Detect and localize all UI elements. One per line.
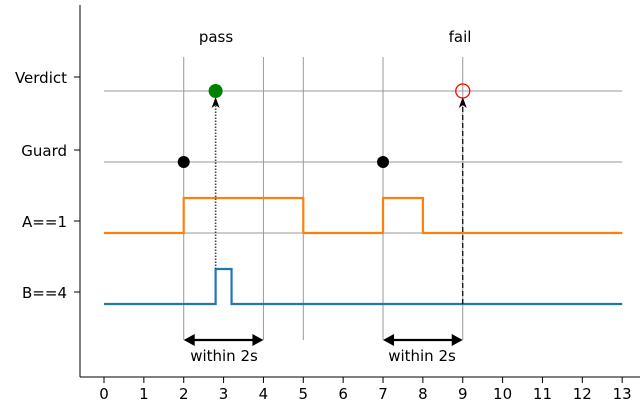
x-tick-label: 11 <box>533 385 552 403</box>
within-span-1-left-head <box>183 334 195 346</box>
pass-arrow-head <box>211 97 220 108</box>
fail-label: fail <box>449 28 472 46</box>
ticks-layer: 0 1 2 3 4 5 6 7 8 9 10 11 12 13 <box>99 377 632 403</box>
within-span-2-right-head <box>451 334 463 346</box>
x-tick-label: 0 <box>99 385 109 403</box>
x-tick-label: 3 <box>219 385 229 403</box>
axes-layer <box>79 5 640 378</box>
x-tick-label: 2 <box>179 385 189 403</box>
pass-verdict-marker <box>208 84 223 98</box>
x-tick-label: 12 <box>573 385 592 403</box>
y-label-guard: Guard <box>21 142 67 160</box>
within-label-1: within 2s <box>190 347 258 365</box>
guard-event-dot <box>377 156 390 168</box>
y-label-verdict: Verdict <box>15 69 67 87</box>
y-label-b: B==4 <box>22 284 67 302</box>
pass-label: pass <box>199 28 234 46</box>
fail-verdict-marker <box>455 83 471 99</box>
within-label-2: within 2s <box>388 347 456 365</box>
x-tick-label: 6 <box>338 385 348 403</box>
signal-a-trace <box>104 196 623 235</box>
fail-arrow-head <box>458 97 467 108</box>
x-tick-label: 7 <box>378 385 388 403</box>
y-tick-marks <box>74 76 80 293</box>
within-span-2-left-head <box>383 334 395 346</box>
x-tick-label: 9 <box>458 385 468 403</box>
signal-b-trace <box>104 267 623 306</box>
y-label-a: A==1 <box>22 213 67 231</box>
guard-event-dot <box>177 156 190 168</box>
x-tick-label: 1 <box>139 385 149 403</box>
x-tick-label: 13 <box>613 385 632 403</box>
x-tick-label: 4 <box>259 385 269 403</box>
plot-layer <box>104 57 623 346</box>
y-tick-labels: Verdict Guard A==1 B==4 <box>15 69 67 302</box>
within-span-1-right-head <box>252 334 264 346</box>
x-tick-label: 5 <box>299 385 309 403</box>
x-tick-label: 10 <box>493 385 512 403</box>
x-tick-label: 8 <box>418 385 428 403</box>
